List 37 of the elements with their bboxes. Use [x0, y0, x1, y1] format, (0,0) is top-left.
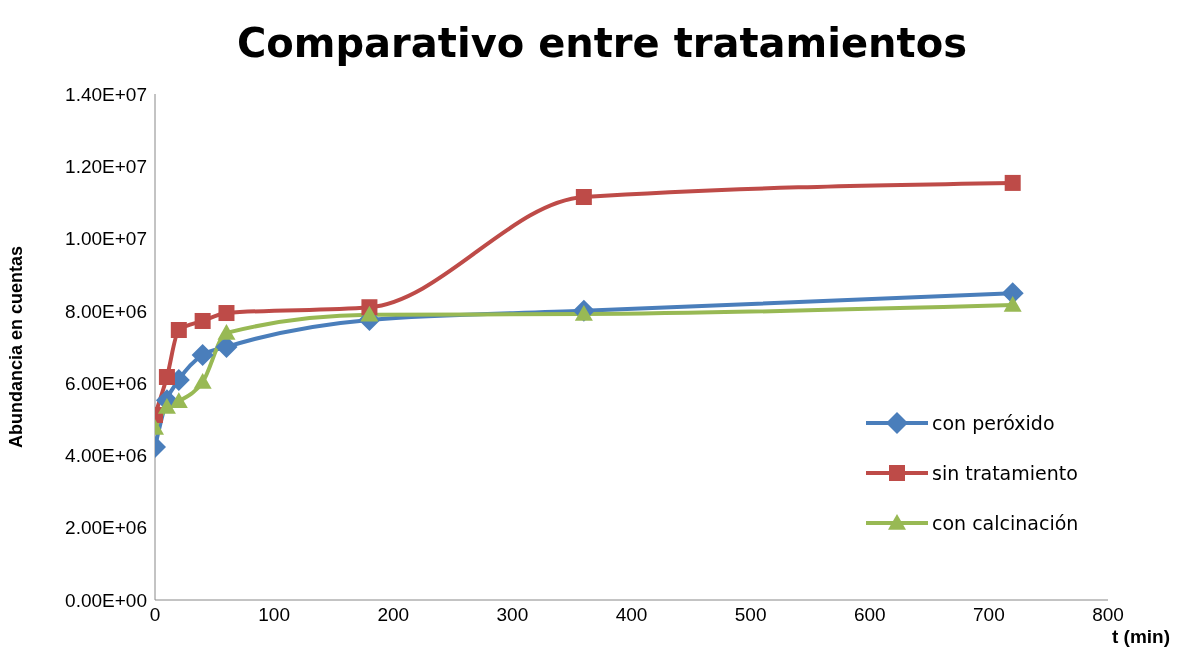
- y-tick-label: 2.00E+06: [65, 517, 147, 539]
- x-axis-title: t (min): [1112, 625, 1171, 647]
- legend-label: con peróxido: [932, 412, 1055, 434]
- y-tick-label: 8.00E+06: [65, 300, 147, 322]
- x-tick-label: 100: [258, 604, 290, 626]
- point: [574, 305, 593, 321]
- x-tick-label: 700: [973, 604, 1005, 626]
- point: [360, 305, 379, 322]
- point: [217, 323, 236, 340]
- point: [575, 189, 592, 206]
- point: [170, 322, 187, 339]
- y-tick-label: 4.00E+06: [65, 445, 147, 467]
- x-tick-label: 300: [496, 604, 529, 626]
- legend-label: sin tratamiento: [932, 462, 1078, 484]
- y-tick-label: 6.00E+06: [65, 372, 147, 394]
- legend-label: con calcinación: [932, 512, 1079, 534]
- chart-title: Comparativo entre tratamientos: [235, 19, 968, 68]
- point: [157, 398, 176, 414]
- x-tick-label: 400: [615, 604, 648, 626]
- x-tick-label: 600: [853, 604, 886, 626]
- point: [218, 305, 235, 322]
- point: [1003, 296, 1022, 312]
- x-tick-label: 0: [149, 604, 161, 626]
- point: [169, 392, 188, 408]
- x-tick-label: 800: [1092, 604, 1124, 626]
- point: [1004, 174, 1021, 191]
- point: [194, 312, 211, 329]
- y-axis-title: Abundancia en cuentas: [6, 245, 27, 449]
- x-tick-label: 500: [734, 604, 767, 626]
- point: [191, 343, 214, 366]
- y-tick-label: 1.20E+07: [65, 156, 147, 178]
- point: [158, 369, 175, 385]
- point: [193, 373, 212, 389]
- y-tick-label: 1.40E+07: [65, 83, 147, 105]
- y-tick-label: 0.00E+00: [65, 589, 147, 611]
- y-tick-label: 1.00E+07: [65, 228, 147, 250]
- x-tick-label: 200: [377, 604, 410, 626]
